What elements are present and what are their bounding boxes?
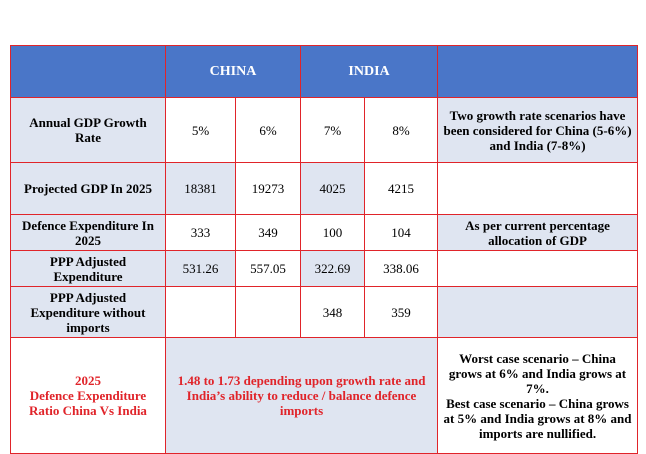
china-low-value: 5% bbox=[165, 97, 236, 163]
gdp-comparison-table: CHINA INDIA Annual GDP Growth Rate 5% 6%… bbox=[10, 45, 639, 454]
china-low-value: 531.26 bbox=[165, 250, 236, 287]
table-row-ppp-adjusted: PPP Adjusted Expenditure 531.26 557.05 3… bbox=[10, 250, 639, 287]
row-note bbox=[437, 286, 639, 338]
china-high-value: 19273 bbox=[234, 162, 302, 215]
row-label: Defence Expenditure In 2025 bbox=[10, 214, 166, 251]
india-high-value: 104 bbox=[364, 214, 439, 251]
row-note bbox=[437, 162, 639, 215]
row-note bbox=[437, 250, 639, 287]
india-high-value: 4215 bbox=[364, 162, 439, 215]
header-india: INDIA bbox=[300, 45, 439, 98]
row-note: As per current percentage allocation of … bbox=[437, 214, 639, 251]
table-row-projected-gdp: Projected GDP In 2025 18381 19273 4025 4… bbox=[10, 162, 639, 215]
india-high-value: 338.06 bbox=[364, 250, 439, 287]
row-label: Annual GDP Growth Rate bbox=[10, 97, 166, 163]
china-low-value bbox=[165, 286, 236, 338]
table-row-defence-expenditure: Defence Expenditure In 2025 333 349 100 … bbox=[10, 214, 639, 251]
india-low-value: 100 bbox=[300, 214, 366, 251]
india-high-value: 8% bbox=[364, 97, 439, 163]
row-label: PPP Adjusted Expenditure without imports bbox=[10, 286, 166, 338]
table-row-summary: 2025 Defence Expenditure Ratio China Vs … bbox=[10, 337, 639, 454]
india-low-value: 4025 bbox=[300, 162, 366, 215]
china-low-value: 333 bbox=[165, 214, 236, 251]
india-high-value: 359 bbox=[364, 286, 439, 338]
india-low-value: 322.69 bbox=[300, 250, 366, 287]
china-high-value: 349 bbox=[234, 214, 302, 251]
india-low-value: 7% bbox=[300, 97, 366, 163]
row-label: PPP Adjusted Expenditure bbox=[10, 250, 166, 287]
table-row-ppp-without-imports: PPP Adjusted Expenditure without imports… bbox=[10, 286, 639, 338]
summary-scenarios: Worst case scenario – China grows at 6% … bbox=[437, 337, 639, 454]
india-low-value: 348 bbox=[300, 286, 366, 338]
best-case-note: Best case scenario – China grows at 5% a… bbox=[443, 395, 632, 441]
header-notes-cell bbox=[437, 45, 639, 98]
china-low-value: 18381 bbox=[165, 162, 236, 215]
summary-label-year: 2025 bbox=[75, 373, 101, 388]
row-label: Projected GDP In 2025 bbox=[10, 162, 166, 215]
table-row-growth-rate: Annual GDP Growth Rate 5% 6% 7% 8% Two g… bbox=[10, 97, 639, 163]
summary-label-title: Defence Expenditure Ratio China Vs India bbox=[29, 388, 147, 418]
worst-case-note: Worst case scenario – China grows at 6% … bbox=[448, 350, 627, 396]
header-empty-cell bbox=[10, 45, 166, 98]
summary-ratio: 1.48 to 1.73 depending upon growth rate … bbox=[164, 337, 439, 454]
china-high-value bbox=[234, 286, 302, 338]
china-high-value: 6% bbox=[234, 97, 302, 163]
header-china: CHINA bbox=[164, 45, 302, 98]
header-row: CHINA INDIA bbox=[10, 45, 639, 98]
row-note: Two growth rate scenarios have been cons… bbox=[437, 97, 639, 163]
china-high-value: 557.05 bbox=[234, 250, 302, 287]
summary-label: 2025 Defence Expenditure Ratio China Vs … bbox=[10, 337, 166, 454]
